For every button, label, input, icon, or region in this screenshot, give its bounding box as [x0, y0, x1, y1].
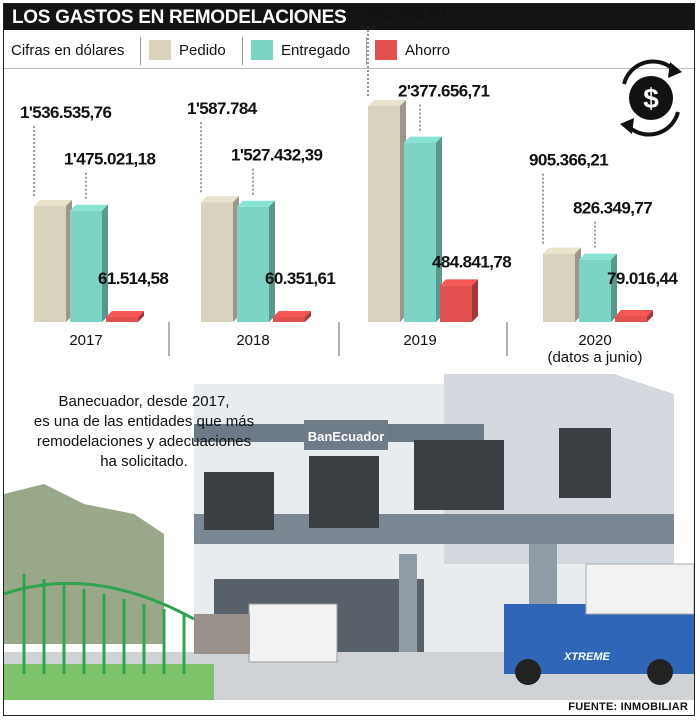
bar-side-entregado — [611, 253, 617, 322]
bar-top-pedido — [201, 196, 239, 203]
bar-top-ahorro — [615, 310, 653, 317]
bar-pedido — [201, 202, 233, 322]
bar-entregado — [70, 210, 102, 322]
bar-entregado — [404, 142, 436, 322]
data-label-pedido: 1'587.784 — [187, 99, 258, 118]
bar-side-ahorro — [472, 279, 478, 322]
source-note: FUENTE: INMOBILIAR — [568, 701, 688, 713]
data-label-pedido: 2'862.498,49 — [354, 4, 446, 22]
bar-top-ahorro — [273, 311, 311, 317]
legend-label-entregado: Entregado — [281, 42, 351, 59]
bar-top-ahorro — [440, 279, 478, 286]
data-label-ahorro: 484.841,78 — [432, 252, 511, 271]
bar-side-entregado — [269, 200, 275, 322]
data-label-entregado: 826.349,77 — [573, 199, 652, 218]
bar-top-pedido — [34, 200, 72, 207]
note-text: Banecuador, desde 2017, es una de las en… — [24, 392, 264, 472]
legend-label-ahorro: Ahorro — [405, 42, 451, 59]
bar-ahorro — [440, 285, 472, 322]
category-label: 2018 — [236, 332, 269, 349]
legend-divider — [242, 37, 243, 65]
svg-text:$: $ — [643, 83, 659, 114]
bank-sign-text: BanEcuador — [308, 429, 385, 444]
data-label-entregado: 2'377.656,71 — [398, 82, 490, 101]
bar-top-pedido — [368, 100, 406, 106]
legend-label-pedido: Pedido — [179, 42, 226, 59]
data-label-ahorro: 61.514,58 — [98, 269, 168, 288]
bar-entregado — [579, 259, 611, 322]
bar-pedido — [34, 206, 66, 322]
bar-ahorro — [106, 317, 138, 322]
data-label-ahorro: 79.016,44 — [607, 269, 678, 288]
bar-entregado — [237, 206, 269, 322]
category-label: 2020 — [578, 332, 611, 349]
data-label-entregado: 1'475.021,18 — [64, 150, 156, 169]
bar-top-pedido — [543, 247, 581, 254]
bar-ahorro — [273, 317, 305, 322]
legend-swatch-entregado — [251, 40, 273, 60]
category-label: (datos a junio) — [547, 349, 642, 366]
bar-pedido — [543, 253, 575, 322]
bank-building-photo: BanEcuador XTREME — [4, 364, 694, 700]
bar-top-entregado — [404, 136, 442, 143]
legend-divider — [140, 37, 141, 65]
legend: Cifras en dólares Pedido Entregado Ahorr… — [4, 32, 694, 69]
page-title: LOS GASTOS EN REMODELACIONES — [12, 7, 347, 28]
bar-top-entregado — [579, 253, 617, 260]
bar-ahorro — [615, 316, 647, 322]
data-label-pedido: 905.366,21 — [529, 151, 608, 170]
bar-side-ahorro — [305, 311, 311, 322]
legend-swatch-pedido — [149, 40, 171, 60]
bar-top-ahorro — [106, 311, 144, 317]
infographic: LOS GASTOS EN REMODELACIONES Cifras en d… — [3, 3, 695, 716]
note-line: ha solicitado. — [100, 453, 188, 470]
title-bar: LOS GASTOS EN REMODELACIONES — [4, 4, 694, 30]
bar-side-entregado — [102, 204, 108, 322]
bar-top-entregado — [237, 200, 275, 207]
data-label-entregado: 1'527.432,39 — [231, 146, 323, 165]
bar-side-entregado — [436, 136, 442, 322]
bar-side-ahorro — [138, 311, 144, 322]
data-label-ahorro: 60.351,61 — [265, 269, 335, 288]
note-line: es una de las entidades que más — [33, 413, 255, 430]
bar-chart: 1'536.535,76 1'475.021,18 61.514,58 2017 1'5… — [20, 4, 679, 366]
category-label: 2019 — [403, 332, 436, 349]
bar-pedido — [368, 106, 400, 322]
legend-divider — [366, 37, 367, 65]
category-label: 2017 — [69, 332, 102, 349]
unit-subtitle: Cifras en dólares — [11, 42, 125, 59]
truck-text: XTREME — [563, 651, 611, 663]
data-label-pedido: 1'536.535,76 — [20, 103, 112, 122]
bar-side-ahorro — [647, 310, 653, 322]
note-line: remodelaciones y adecuaciones — [36, 433, 252, 450]
note-line: Banecuador, desde 2017, — [58, 393, 230, 410]
legend-swatch-ahorro — [375, 40, 397, 60]
dollar-exchange-icon: $ — [620, 59, 682, 137]
bar-top-entregado — [70, 204, 108, 211]
